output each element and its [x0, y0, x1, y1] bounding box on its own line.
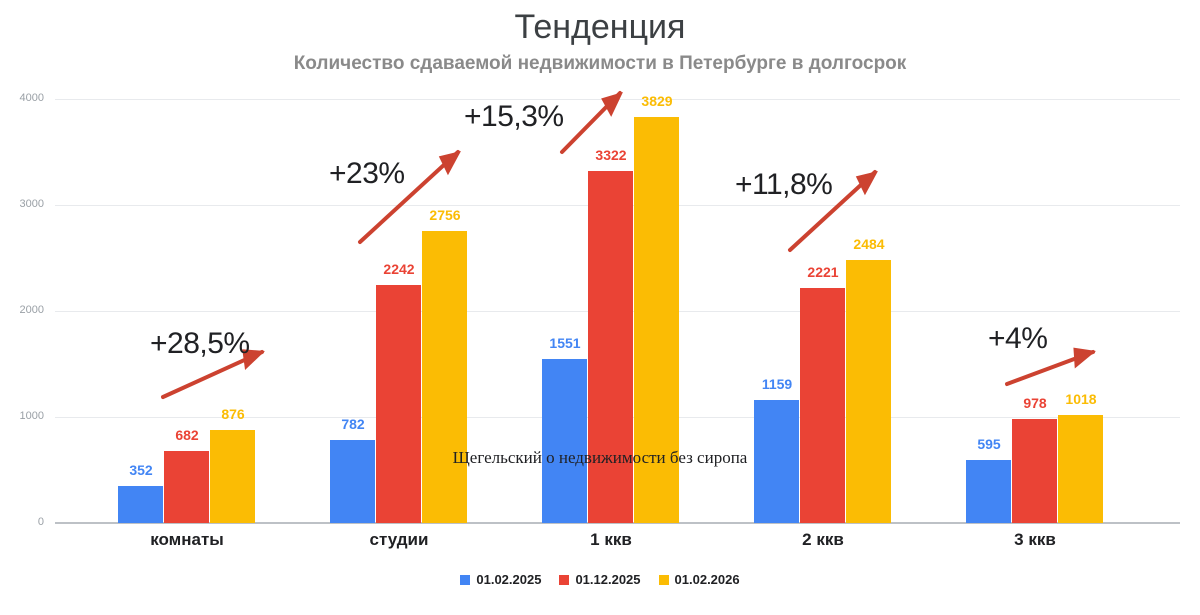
- bar-value-label: 682: [175, 426, 199, 443]
- growth-percent-label: +11,8%: [735, 168, 833, 201]
- chart-subtitle: Количество сдаваемой недвижимости в Пете…: [293, 53, 907, 74]
- bar-0-1[interactable]: [330, 440, 375, 523]
- growth-percent-label: +15,3%: [464, 100, 564, 133]
- bar-value-label: 595: [977, 435, 1001, 452]
- growth-percent-label: +28,5%: [150, 327, 250, 360]
- y-axis-tick-label: 3000: [19, 198, 44, 210]
- bar-value-label: 2484: [853, 235, 885, 252]
- legend-swatch-icon: [658, 574, 669, 585]
- bar-value-label: 1159: [761, 376, 793, 393]
- legend-swatch-icon: [559, 574, 570, 585]
- y-axis-tick-label: 4000: [19, 92, 44, 104]
- y-axis-tick-label: 0: [37, 516, 44, 528]
- bar-1-2[interactable]: [588, 170, 633, 523]
- bar-value-label: 1551: [549, 334, 581, 351]
- growth-percent-label: +23%: [329, 157, 405, 190]
- bar-2-4[interactable]: [1058, 415, 1103, 523]
- legend-swatch-icon: [460, 574, 471, 585]
- bar-value-label: 876: [221, 406, 245, 423]
- legend-label: 01.12.2025: [575, 572, 641, 587]
- gridline: [55, 99, 1180, 100]
- bar-2-0[interactable]: [210, 430, 255, 523]
- legend-label: 01.02.2025: [476, 572, 542, 587]
- bar-value-label: 2756: [429, 206, 461, 223]
- bar-value-label: 352: [129, 461, 153, 478]
- y-axis-tick-label: 2000: [19, 304, 44, 316]
- bar-0-2[interactable]: [542, 358, 587, 523]
- bar-value-label: 3829: [641, 93, 673, 110]
- x-axis-category-label: 3 ккв: [1014, 530, 1056, 549]
- bar-0-3[interactable]: [754, 400, 799, 523]
- chart-title: Тенденция: [514, 8, 686, 46]
- watermark-text: Щегельский о недвижимости без сиропа: [452, 448, 748, 467]
- bar-value-label: 978: [1023, 395, 1047, 412]
- bar-value-label: 2221: [807, 263, 839, 280]
- x-axis-category-label: комнаты: [150, 530, 224, 549]
- bar-2-2[interactable]: [634, 117, 679, 523]
- bar-value-label: 782: [341, 416, 365, 433]
- axis-baseline: [55, 522, 1180, 524]
- bar-1-3[interactable]: [800, 287, 845, 523]
- legend-item-2[interactable]: 01.02.2026: [658, 572, 740, 587]
- chart-legend: 01.02.2025 01.12.2025 01.02.2026: [0, 572, 1200, 587]
- bar-0-0[interactable]: [118, 485, 163, 523]
- bar-1-1[interactable]: [376, 285, 421, 523]
- x-axis-category-label: студии: [369, 530, 429, 549]
- legend-item-1[interactable]: 01.12.2025: [559, 572, 641, 587]
- bar-value-label: 3322: [595, 146, 627, 163]
- bar-0-4[interactable]: [966, 459, 1011, 523]
- bar-value-label: 2242: [383, 261, 415, 278]
- bar-1-4[interactable]: [1012, 419, 1057, 523]
- bar-1-0[interactable]: [164, 450, 209, 523]
- y-axis-tick-label: 1000: [19, 410, 44, 422]
- bar-2-3[interactable]: [846, 259, 891, 523]
- legend-label: 01.02.2026: [674, 572, 740, 587]
- x-axis-category-label: 1 ккв: [590, 530, 632, 549]
- bar-value-label: 1018: [1065, 391, 1097, 408]
- x-axis-category-label: 2 ккв: [802, 530, 844, 549]
- legend-item-0[interactable]: 01.02.2025: [460, 572, 541, 587]
- bar-2-1[interactable]: [422, 230, 467, 523]
- growth-percent-label: +4%: [988, 322, 1048, 355]
